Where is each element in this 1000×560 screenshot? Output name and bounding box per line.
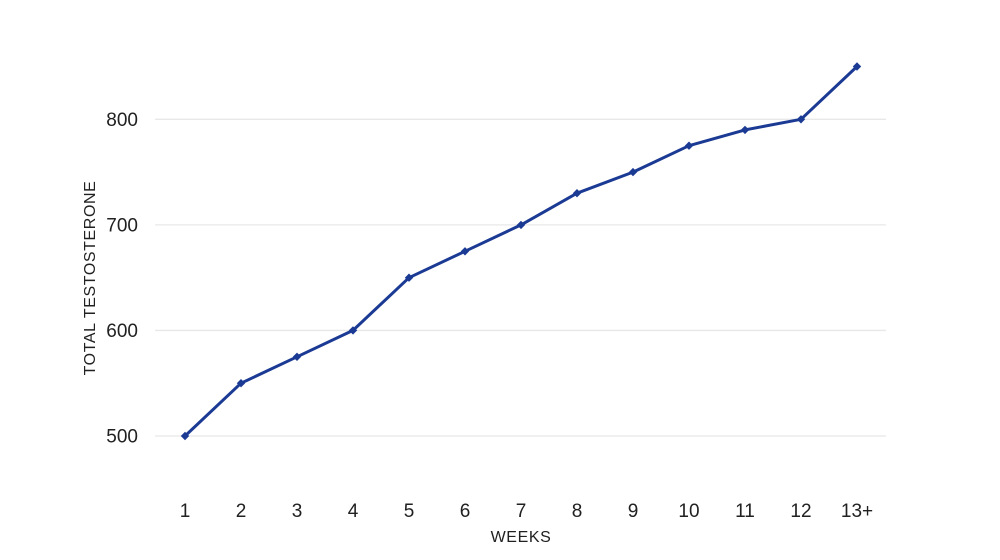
y-tick-label: 600	[106, 321, 138, 342]
x-tick-label: 3	[292, 501, 303, 522]
y-axis-title: TOTAL TESTOSTERONE	[82, 181, 99, 376]
data-point-marker	[404, 273, 414, 282]
x-tick-label: 9	[628, 501, 639, 522]
data-point-marker	[796, 115, 806, 124]
x-tick-label: 6	[460, 501, 471, 522]
y-tick-label: 800	[106, 110, 138, 131]
x-tick-label: 13+	[841, 501, 873, 522]
x-tick-labels-group: 1 2 3 4 5 6 7 8 9 10 11 12 13+	[180, 501, 873, 522]
x-tick-label: 4	[348, 501, 359, 522]
x-tick-label: 7	[516, 501, 527, 522]
x-tick-label: 1	[180, 501, 191, 522]
x-tick-label: 11	[735, 501, 755, 522]
data-point-marker	[180, 431, 190, 441]
gridlines-group: 500 600 700 800	[106, 110, 886, 448]
data-point-marker	[460, 247, 470, 256]
x-tick-label: 8	[572, 501, 583, 522]
data-point-marker	[740, 125, 750, 135]
y-tick-label: 700	[106, 215, 138, 236]
x-tick-label: 12	[790, 501, 811, 522]
x-axis-title: WEEKS	[491, 529, 552, 546]
line-series	[183, 65, 859, 438]
data-point-marker	[628, 167, 638, 177]
data-point-marker	[348, 326, 358, 335]
data-point-marker	[516, 220, 526, 230]
x-tick-label: 10	[678, 501, 699, 522]
data-point-marker	[852, 62, 862, 71]
x-tick-label: 5	[404, 501, 415, 522]
data-point-marker	[292, 352, 302, 361]
line-series-group	[180, 62, 862, 441]
data-point-marker	[572, 189, 582, 198]
x-tick-label: 2	[236, 501, 247, 522]
data-point-marker	[684, 141, 694, 150]
y-tick-label: 500	[106, 427, 138, 448]
data-point-marker	[236, 379, 246, 388]
